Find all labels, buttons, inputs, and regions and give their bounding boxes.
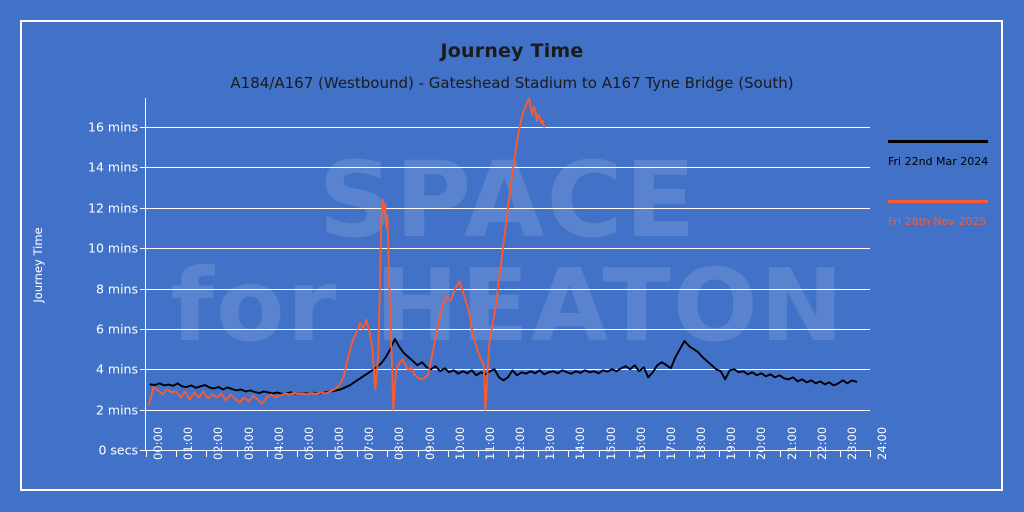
x-tick-mark xyxy=(417,451,419,457)
x-tick-mark xyxy=(749,451,751,457)
y-tick-mark xyxy=(140,409,146,411)
y-tick-label: 4 mins xyxy=(95,361,138,377)
gridline xyxy=(146,167,870,169)
y-tick-label: 6 mins xyxy=(95,321,138,337)
x-tick-mark xyxy=(658,451,660,457)
x-tick-label: 24:00 xyxy=(875,426,889,460)
y-tick-label: 8 mins xyxy=(95,281,138,296)
gridline xyxy=(146,369,870,371)
legend-item-1[interactable]: Fri 28th Nov 2025 xyxy=(888,200,998,228)
y-axis-line xyxy=(145,98,146,451)
legend-swatch-0 xyxy=(888,140,988,143)
x-tick-mark xyxy=(447,451,449,457)
x-tick-mark xyxy=(568,451,570,457)
gridline xyxy=(146,248,870,250)
x-tick-mark xyxy=(779,451,781,457)
y-tick-mark xyxy=(140,328,146,330)
y-tick-mark xyxy=(140,369,146,371)
x-tick-mark xyxy=(870,451,871,457)
x-tick-mark xyxy=(628,451,630,457)
x-axis-line xyxy=(145,450,871,451)
x-tick-mark xyxy=(296,451,298,457)
x-tick-mark xyxy=(598,451,600,457)
y-axis-tick-labels: 0 secs 2 mins 4 mins 6 mins 8 mins 10 mins 12 … xyxy=(10,0,146,512)
gridline xyxy=(146,127,870,128)
legend-label-1: Fri 28th Nov 2025 xyxy=(888,215,987,228)
y-axis-title: Journey Time xyxy=(31,227,45,303)
y-tick-mark xyxy=(140,207,146,209)
x-tick-mark xyxy=(809,451,811,457)
legend-item-0[interactable]: Fri 22nd Mar 2024 xyxy=(888,140,998,168)
y-tick-mark xyxy=(140,127,146,128)
x-tick-mark xyxy=(477,451,479,457)
gridline xyxy=(146,288,870,290)
x-tick-mark xyxy=(719,451,721,457)
x-tick-mark xyxy=(146,451,147,457)
x-tick-mark xyxy=(538,451,540,457)
x-tick-mark xyxy=(839,451,841,457)
y-tick-label: 12 mins xyxy=(88,200,138,216)
y-tick-mark xyxy=(140,450,146,451)
chart-title: Journey Time xyxy=(440,40,584,62)
y-tick-label: 0 secs xyxy=(98,442,138,458)
legend-swatch-1 xyxy=(888,200,988,203)
x-tick-mark xyxy=(236,451,238,457)
legend-label-0: Fri 22nd Mar 2024 xyxy=(888,155,989,168)
y-tick-label: 10 mins xyxy=(88,240,138,256)
chart-subtitle: A184/A167 (Westbound) - Gateshead Stadiu… xyxy=(230,74,794,92)
y-tick-label: 2 mins xyxy=(95,402,138,418)
x-tick-mark xyxy=(689,451,690,457)
x-tick-mark xyxy=(266,451,268,457)
x-tick-mark xyxy=(387,451,389,457)
x-tick-mark xyxy=(206,451,208,457)
x-tick-mark xyxy=(357,451,359,457)
x-tick-mark xyxy=(508,451,509,457)
series-line-0 xyxy=(149,338,858,395)
plot-area xyxy=(148,98,858,411)
chart-frame-border xyxy=(20,20,1003,491)
legend: Fri 22nd Mar 2024 Fri 28th Nov 2025 xyxy=(888,140,998,260)
y-tick-mark xyxy=(140,167,146,169)
series-line-1 xyxy=(148,98,546,411)
y-tick-label: 16 mins xyxy=(88,119,138,135)
gridline xyxy=(146,328,870,330)
x-tick-mark xyxy=(176,451,178,457)
y-tick-mark xyxy=(140,288,146,290)
y-tick-mark xyxy=(140,248,146,250)
gridline xyxy=(146,409,870,411)
x-tick-mark xyxy=(327,451,328,457)
y-tick-label: 14 mins xyxy=(88,159,138,175)
